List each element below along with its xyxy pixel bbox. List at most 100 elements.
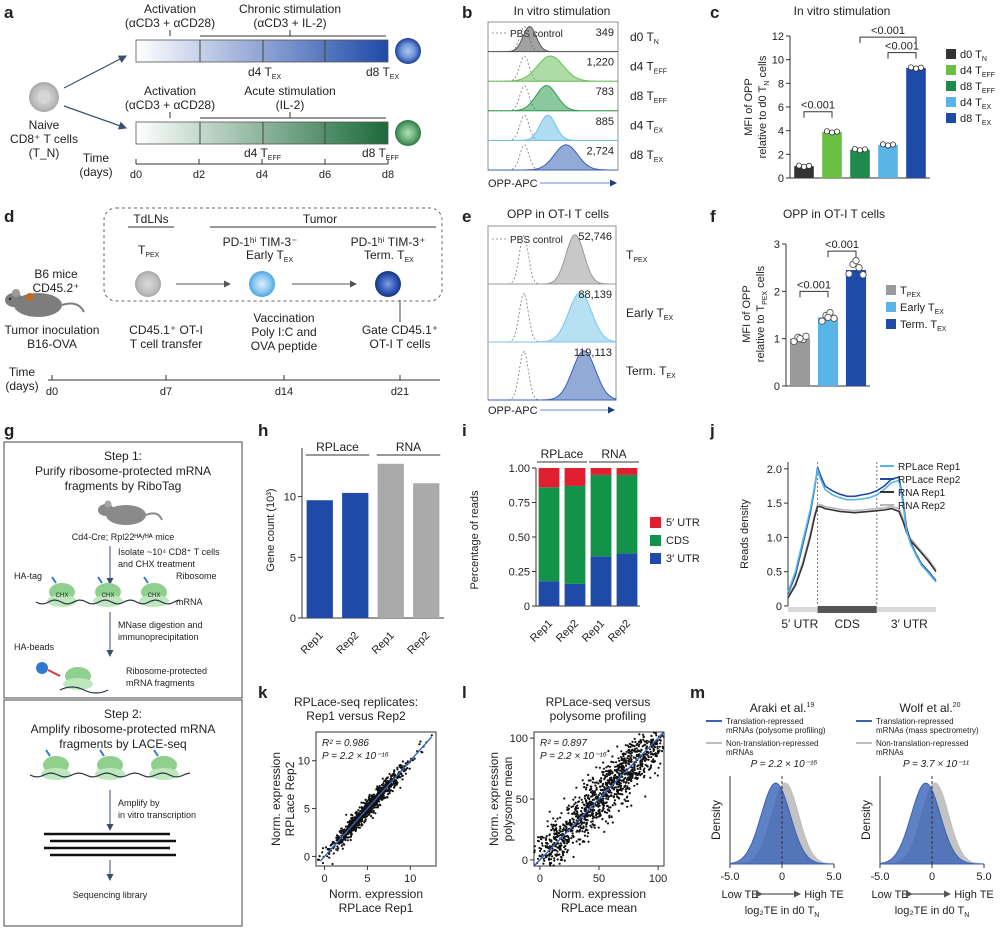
- scatter-point: [336, 836, 339, 839]
- scatter-point: [585, 812, 589, 816]
- scatter-point: [540, 842, 544, 845]
- scatter-point: [592, 778, 595, 781]
- d4-tex-label: d4 TEX: [248, 65, 281, 81]
- g-ribosomes-top: CHX CHX CHX: [35, 576, 181, 607]
- y-tick-label: 8: [778, 78, 784, 90]
- scatter-point: [641, 758, 644, 761]
- stacked-bar-3′ UTR: [538, 581, 560, 606]
- scatter-point: [639, 764, 642, 767]
- d-event-1: Tumor inoculation: [5, 323, 100, 337]
- panel-k: RPLace-seq replicates: Rep1 versus Rep2 …: [269, 695, 437, 915]
- replicate-dot: [834, 128, 841, 135]
- scatter-point: [585, 822, 588, 825]
- scatter-point: [376, 792, 379, 795]
- scatter-point: [568, 820, 572, 824]
- g-rpf-mrna: [29, 772, 191, 778]
- scatter-point: [340, 827, 343, 830]
- scatter-point: [566, 806, 569, 809]
- r-squared-label: R² = 0.897: [540, 738, 587, 749]
- scatter-point: [607, 798, 610, 801]
- d8-teff-label: d8 TEFF: [362, 146, 399, 162]
- scatter-point: [601, 788, 604, 792]
- scatter-point: [616, 790, 620, 793]
- scatter-point: [631, 766, 634, 769]
- scatter-point: [345, 836, 348, 839]
- bar-3: [377, 463, 404, 618]
- y-tick-label: 5: [304, 804, 310, 816]
- h-xtick-label: Rep2: [334, 630, 361, 657]
- scatter-point: [607, 773, 610, 777]
- scatter-point: [399, 776, 402, 779]
- scatter-point: [602, 797, 605, 800]
- d-event-4b: OT-I T cells: [370, 337, 431, 351]
- scatter-point: [363, 814, 366, 817]
- hist-row-label: d4 TEFF: [630, 59, 667, 75]
- scatter-point: [612, 795, 616, 798]
- scatter-point: [316, 858, 320, 861]
- scatter-point: [574, 807, 577, 811]
- scatter-point: [636, 776, 639, 780]
- y-tick-label: 0.75: [509, 498, 530, 510]
- scatter-point: [627, 781, 630, 785]
- scatter-point: [369, 798, 372, 801]
- h-chart: 0 5 10 Gene count (10³) RPLace RNA Rep1 Rep2 Rep…: [265, 440, 444, 657]
- l-title-1: RPLace-seq versus: [546, 695, 651, 709]
- hist-row-label: d8 TEFF: [630, 89, 667, 105]
- scatter-point: [581, 801, 584, 804]
- scatter-point: [623, 785, 626, 788]
- m-left-x-tick-label: -5.0: [721, 871, 740, 883]
- scatter-point: [563, 828, 567, 832]
- scatter-point: [591, 793, 594, 796]
- panel-m: Araki et al.19 Wolf et al.20 Translation…: [706, 701, 994, 919]
- bar-2: [817, 317, 839, 386]
- scatter-point: [543, 859, 546, 862]
- scatter-point: [606, 822, 610, 825]
- f-legend-swatch: [886, 319, 896, 329]
- scatter-point: [351, 814, 354, 817]
- scatter-point: [378, 786, 381, 789]
- x-tick-label: 5: [364, 873, 370, 885]
- scatter-point: [626, 805, 629, 808]
- g-library-lines: [44, 832, 176, 857]
- h-group-1: RPLace: [316, 440, 359, 454]
- scatter-point: [628, 742, 632, 746]
- scatter-point: [600, 777, 603, 780]
- scatter-point: [361, 809, 364, 812]
- scatter-point: [636, 783, 639, 786]
- scatter-point: [608, 816, 611, 819]
- scatter-point: [578, 829, 581, 833]
- scatter-point: [374, 812, 377, 815]
- m-right-x-tick-label: -5.0: [871, 871, 890, 883]
- scatter-point: [388, 772, 391, 776]
- e-title: OPP in OT-I T cells: [507, 207, 609, 221]
- scatter-point: [346, 836, 350, 839]
- scatter-point: [650, 760, 653, 763]
- scatter-point: [602, 767, 606, 770]
- x-tick-label: 10: [404, 873, 416, 885]
- scatter-point: [656, 750, 660, 753]
- scatter-point: [361, 823, 364, 827]
- scatter-point: [630, 754, 633, 757]
- panel-a: Naive CD8⁺ T cells (T_N) Activation (αCD…: [10, 2, 421, 181]
- c-legend-label: d4 TEX: [960, 97, 991, 111]
- i-chart: 0 0.25 0.50 0.75 1.00 Percentage of reads RPLa…: [469, 447, 700, 645]
- scatter-point: [661, 745, 664, 748]
- panel-letter-a: a: [4, 3, 14, 22]
- replicate-dot: [885, 142, 892, 149]
- scatter-point: [579, 821, 582, 824]
- scatter-point: [597, 794, 600, 797]
- y-tick-label: 0: [524, 601, 530, 613]
- j-legend-label: RNA Rep1: [898, 488, 946, 499]
- k-title-1: RPLace-seq replicates:: [294, 695, 418, 709]
- scatter-point: [346, 821, 349, 824]
- scatter-point: [627, 755, 630, 758]
- scatter-point: [353, 827, 356, 830]
- scatter-point: [365, 802, 369, 805]
- b-legend: PBS control: [510, 29, 563, 40]
- scatter-point: [583, 797, 587, 800]
- scatter-point: [583, 782, 586, 785]
- p-value-label: P = 2.2 × 10⁻¹⁶: [322, 751, 389, 762]
- m-left-x-tick-label: 5.0: [826, 871, 841, 883]
- scatter-point: [551, 849, 554, 853]
- scatter-point: [351, 828, 354, 831]
